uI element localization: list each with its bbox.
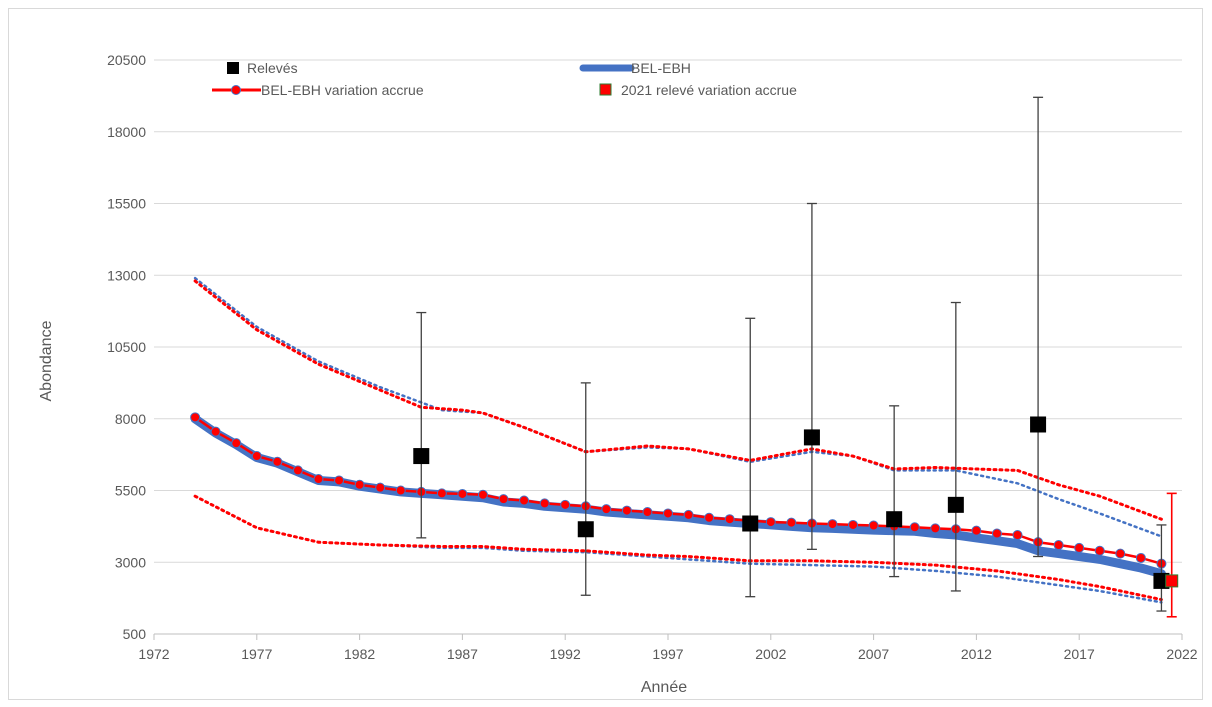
bel-ebh-variation-accrue-point: [663, 508, 673, 519]
y-tick-label: 10500: [107, 339, 146, 355]
bel-ebh-variation-accrue-point: [909, 522, 920, 533]
bel-ebh-variation-accrue-point: [313, 474, 324, 485]
bel-ebh-variation-accrue-point: [519, 495, 530, 506]
x-tick-label: 1972: [138, 646, 169, 662]
bel-ebh-variation-accrue-point: [272, 456, 283, 467]
bel-ebh-variation-accrue-point: [560, 499, 571, 510]
bel-ebh-variation-accrue-point: [231, 438, 242, 449]
bel-ebh-variation-accrue-point: [868, 520, 879, 531]
bel-ebh-variation-accrue-lower-line: [193, 494, 1163, 602]
x-tick-label: 2012: [961, 646, 992, 662]
y-tick-label: 500: [123, 626, 147, 642]
bel-ebh-variation-accrue-point: [848, 519, 859, 530]
x-tick-label: 2017: [1064, 646, 1095, 662]
bel-ebh-variation-accrue-point: [334, 475, 345, 486]
bel-ebh-variation-accrue-point: [436, 488, 447, 499]
chart: 1972 1977 1982 1987 1992 1997 2002 2007 2012 2017…: [38, 52, 1198, 696]
survey-point: [886, 511, 903, 528]
survey-point: [742, 515, 759, 532]
bel-ebh-variation-accrue-point: [1115, 548, 1126, 559]
bel-ebh-variation-accrue-point: [1135, 552, 1146, 563]
y-tick-label: 20500: [107, 52, 146, 68]
y-axis-title: Abondance: [38, 320, 55, 401]
bel-ebh-variation-accrue-point: [724, 514, 735, 525]
gridlines: [154, 59, 1182, 635]
bel-ebh-variation-accrue-point: [190, 412, 201, 423]
survey-layer: [413, 96, 1179, 618]
y-tick-label: 5500: [115, 483, 146, 499]
bel-ebh-variation-accrue-point: [704, 512, 715, 523]
bel-ebh-variation-accrue-point: [991, 528, 1002, 539]
legend-label-2021-releve: 2021 relevé variation accrue: [621, 82, 797, 98]
bel-ebh-variation-accrue-point: [395, 485, 406, 496]
bel-ebh-upper-line: [193, 276, 1163, 538]
bel-ebh-lower-line: [193, 494, 1163, 604]
bel-ebh-variation-accrue-point: [354, 479, 365, 490]
y-tick-label: 8000: [115, 411, 146, 427]
y-tick-label: 15500: [107, 196, 146, 212]
bel-ebh-variation-accrue-point: [1012, 529, 1023, 540]
legend-label-bel-ebh-variation-accrue: BEL-EBH variation accrue: [261, 82, 424, 98]
bel-ebh-variation-accrue-point: [251, 451, 262, 462]
bel-ebh-variation-accrue-point: [457, 488, 468, 499]
x-tick-label: 2002: [755, 646, 786, 662]
y-tick-label: 13000: [107, 267, 146, 283]
bel-ebh-variation-accrue-point: [292, 465, 303, 476]
bel-ebh-variation-accrue-point: [477, 489, 488, 500]
survey-point: [577, 521, 594, 538]
survey-point: [947, 496, 964, 513]
bel-ebh-variation-accrue-point: [498, 494, 509, 505]
bel-ebh-variation-accrue-point: [786, 517, 797, 528]
x-tick-label: 1982: [344, 646, 375, 662]
x-tick-label: 1987: [447, 646, 478, 662]
x-tick-label: 1997: [652, 646, 683, 662]
legend-label-bel-ebh: BEL-EBH: [631, 60, 691, 76]
y-tick-label: 3000: [115, 554, 146, 570]
x-tick-label: 2022: [1166, 646, 1197, 662]
x-tick-label: 2007: [858, 646, 889, 662]
legend: Relevés BEL-EBH BEL-EBH variation accrue…: [212, 60, 797, 98]
chart-frame: 1972 1977 1982 1987 1992 1997 2002 2007 2012 2017…: [8, 8, 1203, 700]
bel-ebh-variation-accrue-point: [601, 504, 612, 515]
legend-marker-2021-releve: [599, 83, 612, 96]
survey-point: [413, 448, 430, 465]
bel-ebh-variation-accrue-point: [765, 517, 776, 528]
bel-ebh-variation-accrue-point: [1074, 542, 1085, 553]
x-axis-title: Année: [641, 679, 687, 696]
y-tick-label: 18000: [107, 124, 146, 140]
survey-point: [1030, 416, 1047, 433]
y-axis: 500 3000 5500 8000 10500 13000 15500 18000 20500: [107, 52, 146, 642]
bel-ebh-variation-accrue-point: [621, 505, 632, 516]
legend-marker-bel-ebh-variation-accrue-dot: [231, 85, 241, 95]
legend-marker-releves: [227, 62, 239, 74]
series-layer: [190, 276, 1167, 604]
bel-ebh-variation-accrue-point: [683, 509, 694, 520]
bel-ebh-variation-accrue-point: [210, 426, 221, 437]
bel-ebh-variation-accrue-point: [930, 523, 941, 534]
bel-ebh-variation-accrue-point: [642, 507, 653, 518]
bel-ebh-variation-accrue-point: [827, 519, 838, 530]
bel-ebh-variation-accrue-point: [375, 482, 386, 493]
x-tick-label: 1992: [550, 646, 581, 662]
bel-ebh-variation-accrue-point: [1094, 545, 1105, 556]
legend-label-releves: Relevés: [247, 60, 298, 76]
survey-point: [803, 429, 820, 446]
bel-ebh-variation-accrue-point: [1053, 540, 1064, 551]
survey-2021-point: [1165, 574, 1179, 588]
bel-ebh-line: [190, 414, 1166, 579]
bel-ebh-variation-accrue-point: [971, 525, 982, 536]
bel-ebh-variation-accrue-upper-line: [193, 279, 1163, 521]
x-tick-label: 1977: [241, 646, 272, 662]
x-axis: 1972 1977 1982 1987 1992 1997 2002 2007 2012 2017…: [138, 633, 1198, 662]
bel-ebh-variation-accrue-point: [539, 498, 550, 509]
